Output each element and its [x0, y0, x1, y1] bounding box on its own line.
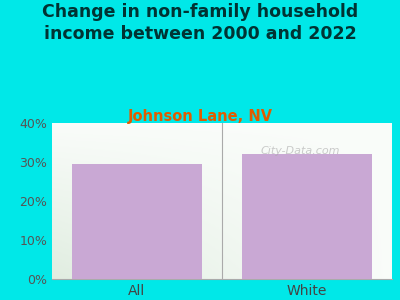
Text: City-Data.com: City-Data.com	[260, 146, 340, 156]
Text: Johnson Lane, NV: Johnson Lane, NV	[128, 110, 272, 124]
Bar	[72, 164, 202, 279]
Text: Change in non-family household
income between 2000 and 2022: Change in non-family household income be…	[42, 3, 358, 43]
Bar	[242, 154, 372, 279]
